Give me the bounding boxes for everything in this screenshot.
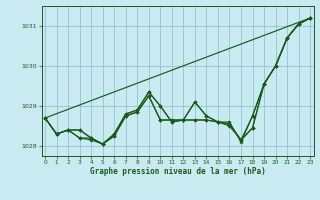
X-axis label: Graphe pression niveau de la mer (hPa): Graphe pression niveau de la mer (hPa) <box>90 167 266 176</box>
